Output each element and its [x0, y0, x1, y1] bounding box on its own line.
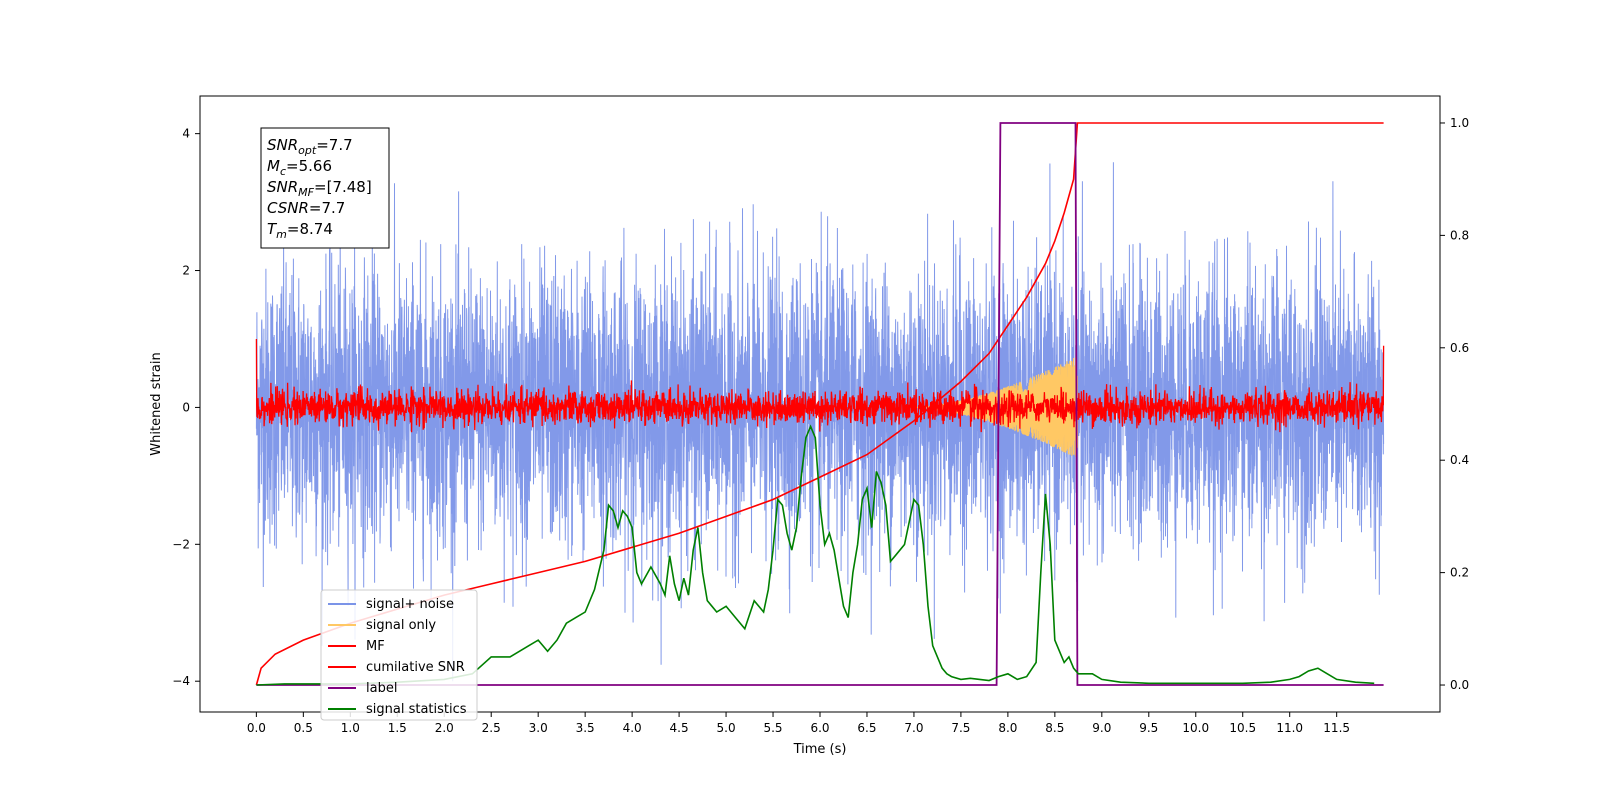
- series-label: [256, 122, 1384, 686]
- series-mf: [255, 338, 1385, 433]
- x-tick-label: 2.0: [435, 721, 454, 735]
- x-tick-label: 4.0: [623, 721, 642, 735]
- x-tick-label: 9.5: [1139, 721, 1158, 735]
- annotation-line: SNRopt=7.7: [267, 136, 353, 157]
- x-tick-label: 9.0: [1092, 721, 1111, 735]
- series-signal-statistics: [256, 424, 1375, 686]
- x-tick-label: 11.0: [1276, 721, 1303, 735]
- y-tick-label: 4: [182, 127, 190, 141]
- x-tick-label: 1.0: [341, 721, 360, 735]
- legend-label: cumilative SNR: [366, 660, 465, 675]
- y-tick-label: 0: [182, 400, 190, 414]
- y-tick-label: 2: [182, 264, 190, 278]
- legend: signal+ noise signal only MF cumilative SNR…: [320, 589, 478, 721]
- x-tick-label: 3.5: [576, 721, 595, 735]
- y-axis-label: Whitened strain: [149, 352, 164, 455]
- x-tick-label: 1.5: [388, 721, 407, 735]
- x-tick-label: 7.5: [951, 721, 970, 735]
- x-tick-label: 4.5: [670, 721, 689, 735]
- x-tick-label: 6.5: [857, 721, 876, 735]
- legend-frame: [320, 589, 478, 721]
- x-axis-label: Time (s): [793, 742, 847, 757]
- legend-label: label: [366, 681, 397, 696]
- y-tick-label: −4: [172, 674, 190, 688]
- y2-tick-label: 0.8: [1450, 228, 1469, 242]
- legend-label: signal only: [366, 618, 436, 633]
- legend-label: signal+ noise: [366, 597, 454, 612]
- y2-tick-label: 1.0: [1450, 116, 1469, 130]
- x-tick-label: 3.0: [529, 721, 548, 735]
- y2-tick-label: 0.0: [1450, 678, 1469, 692]
- x-tick-label: 2.5: [482, 721, 501, 735]
- x-tick-label: 8.5: [1045, 721, 1064, 735]
- x-tick-label: 8.0: [998, 721, 1017, 735]
- x-tick-label: 6.0: [810, 721, 829, 735]
- x-tick-label: 7.0: [904, 721, 923, 735]
- y-tick-label: −2: [172, 537, 190, 551]
- annotation-line: CSNR=7.7: [267, 199, 345, 217]
- x-tick-label: 5.0: [717, 721, 736, 735]
- annotation-line: Mc=5.66: [267, 157, 332, 178]
- annotation-line: Tm=8.74: [267, 220, 333, 241]
- x-tick-label: 11.5: [1323, 721, 1350, 735]
- annotation-line: SNRMF=[7.48]: [267, 178, 372, 199]
- y2-tick-label: 0.6: [1450, 341, 1469, 355]
- y2-tick-label: 0.2: [1450, 566, 1469, 580]
- y2-axis-ticks: 0.0 0.2 0.4 0.6 0.8 1.0: [1440, 116, 1469, 692]
- x-axis-ticks: 0.0 0.5 1.0 1.5 2.0 2.5 3.0 3.5 4.0 4.5 5.0 5.5 6.0 6…: [247, 712, 1350, 735]
- x-tick-label: 10.0: [1182, 721, 1209, 735]
- y-axis-ticks: −4 −2 0 2 4: [172, 127, 200, 688]
- x-tick-label: 10.5: [1229, 721, 1256, 735]
- x-tick-label: 5.5: [763, 721, 782, 735]
- x-tick-label: 0.0: [247, 721, 266, 735]
- legend-label: MF: [366, 639, 385, 654]
- y2-tick-label: 0.4: [1450, 453, 1469, 467]
- x-tick-label: 0.5: [294, 721, 313, 735]
- annotation-box-frame: [260, 127, 390, 249]
- legend-label: signal statistics: [366, 702, 467, 717]
